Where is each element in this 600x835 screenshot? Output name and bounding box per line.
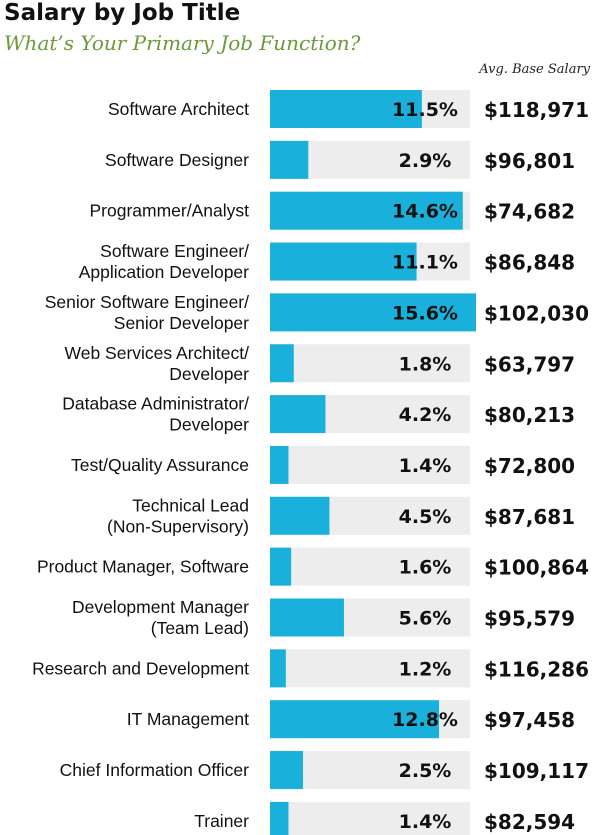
salary-label: $95,579 [484, 607, 575, 631]
salary-label: $116,286 [484, 657, 589, 681]
bar [270, 293, 476, 332]
salary-label: $87,681 [484, 505, 575, 529]
salary-label: $100,864 [484, 556, 589, 580]
category-label: Software Designer [105, 150, 249, 170]
category-label: Development Manager [72, 597, 249, 617]
category-label: Trainer [194, 811, 249, 831]
percent-label: 15.6% [392, 302, 458, 324]
percent-label: 1.4% [399, 811, 452, 833]
category-label: Developer [169, 364, 249, 384]
category-label: Developer [169, 415, 249, 435]
percent-label: 2.9% [399, 150, 452, 172]
bar [270, 344, 294, 383]
category-label: Chief Information Officer [60, 760, 250, 780]
percent-label: 1.2% [399, 658, 452, 680]
category-label: Product Manager, Software [37, 557, 249, 577]
category-label: Senior Developer [114, 313, 249, 333]
bar-track [270, 344, 470, 383]
percent-label: 11.5% [392, 99, 458, 121]
category-label: Software Engineer/ [100, 241, 249, 261]
bar [270, 649, 286, 688]
category-label: Application Developer [79, 262, 249, 282]
percent-label: 2.5% [399, 760, 452, 782]
bar [270, 191, 463, 230]
percent-label: 1.4% [399, 455, 452, 477]
salary-label: $74,682 [484, 200, 575, 224]
salary-label: $97,458 [484, 708, 575, 732]
chart-title: Salary by Job Title [4, 0, 241, 26]
category-label: Database Administrator/ [62, 394, 249, 414]
category-label: Senior Software Engineer/ [45, 292, 249, 312]
percent-label: 5.6% [399, 608, 452, 630]
bar [270, 801, 289, 835]
percent-label: 1.6% [399, 557, 452, 579]
salary-label: $118,971 [484, 98, 589, 122]
bar [270, 547, 292, 586]
bar-track [270, 445, 470, 484]
salary-label: $72,800 [484, 454, 575, 478]
percent-label: 4.2% [399, 404, 452, 426]
percent-label: 11.1% [392, 252, 458, 274]
percent-label: 4.5% [399, 506, 452, 528]
salary-label: $80,213 [484, 403, 575, 427]
salary-label: $86,848 [484, 251, 575, 275]
bar [270, 140, 309, 179]
category-label: IT Management [127, 709, 249, 729]
bar [270, 445, 289, 484]
category-label: Programmer/Analyst [90, 201, 250, 221]
bar [270, 90, 422, 128]
bar [270, 598, 344, 637]
category-label: (Non-Supervisory) [107, 516, 249, 536]
salary-label: $96,801 [484, 149, 575, 173]
salary-label: $82,594 [484, 810, 575, 834]
percent-label: 1.8% [399, 353, 452, 375]
percent-label: 12.8% [392, 709, 458, 731]
percent-label: 14.6% [392, 201, 458, 223]
avg-base-salary-header: Avg. Base Salary [479, 62, 590, 77]
salary-label: $102,030 [484, 301, 589, 325]
category-label: Software Architect [108, 99, 249, 119]
bar [270, 496, 330, 535]
bar [270, 395, 326, 434]
category-label: Web Services Architect/ [65, 343, 250, 363]
bar-track [270, 547, 470, 586]
salary-label: $109,117 [484, 759, 589, 783]
category-label: (Team Lead) [151, 618, 249, 638]
bar [270, 751, 304, 790]
category-label: Research and Development [32, 658, 249, 678]
bar [270, 242, 417, 281]
category-label: Technical Lead [132, 495, 249, 515]
category-label: Test/Quality Assurance [71, 455, 249, 475]
bar-track [270, 751, 470, 790]
bar [270, 700, 440, 739]
salary-label: $63,797 [484, 352, 575, 376]
chart-subtitle: What’s Your Primary Job Function? [4, 31, 361, 55]
bar-track [270, 801, 470, 835]
bar-track [270, 649, 470, 688]
